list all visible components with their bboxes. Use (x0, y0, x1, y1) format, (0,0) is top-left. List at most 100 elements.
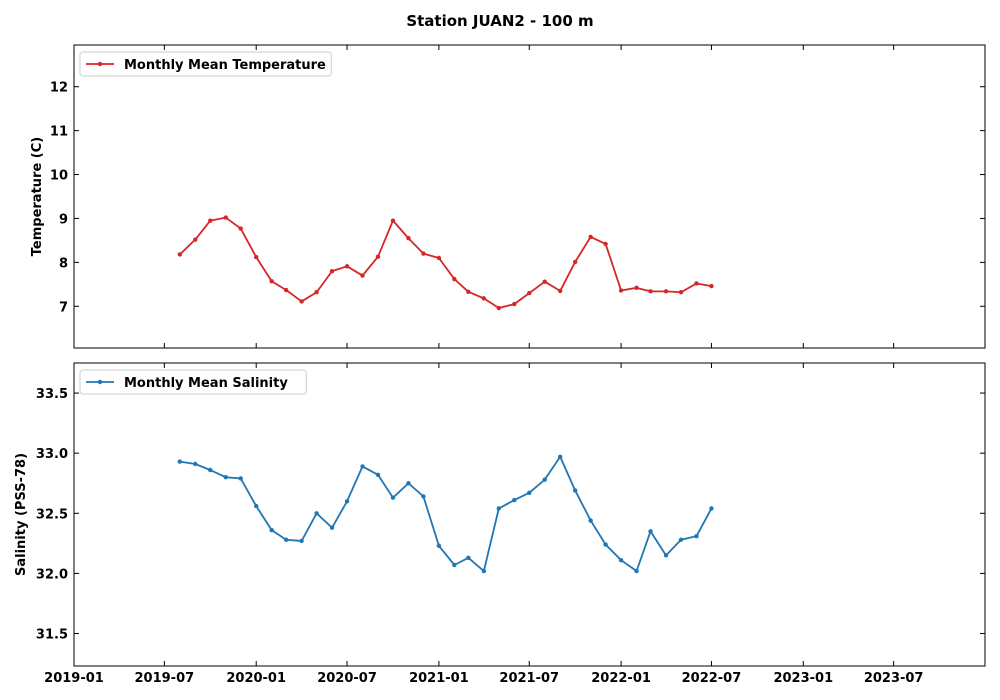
temperature-data-point (678, 290, 684, 295)
salinity-data-point (223, 475, 228, 480)
temperature-data-point (618, 288, 624, 293)
temperature-ylabel: Temperature (C) (30, 137, 45, 256)
salinity-data-point (466, 555, 471, 560)
salinity-data-point (254, 503, 259, 509)
salinity-data-point (694, 533, 699, 539)
x-tick-label: 2019-07 (135, 671, 195, 686)
temperature-legend-marker (97, 61, 103, 67)
salinity-data-point (678, 537, 684, 542)
salinity-data-point (618, 557, 624, 563)
salinity-data-point (208, 467, 213, 473)
temperature-legend-box (79, 51, 332, 77)
temperature-data-point (452, 276, 457, 282)
temperature-data-point (375, 254, 381, 259)
temperature-data-point (481, 296, 487, 301)
temperature-data-point (360, 273, 365, 278)
salinity-data-point (193, 461, 198, 467)
salinity-series-line (179, 455, 713, 572)
temperature-data-point (648, 289, 653, 294)
x-tick-label: 2021-01 (409, 671, 469, 686)
temperature-data-point (238, 226, 243, 231)
salinity-data-point (709, 506, 714, 511)
salinity-data-point (406, 481, 411, 486)
temperature-series-line (179, 216, 712, 309)
figure-title: Station JUAN2 - 100 m (406, 12, 593, 30)
temperature-data-point (527, 290, 532, 296)
salinity-data-point (588, 518, 593, 523)
temperature-data-point (299, 299, 304, 304)
salinity-data-point (390, 495, 396, 500)
salinity-data-point (481, 568, 487, 574)
temperature-legend-label: Monthly Mean Temperature (124, 58, 326, 73)
salinity-data-point (375, 472, 381, 478)
salinity-legend-marker (97, 379, 103, 385)
salinity-data-point (360, 464, 365, 469)
temperature-data-point (193, 237, 198, 242)
salinity-data-point (648, 529, 653, 534)
salinity-data-point (603, 542, 608, 547)
salinity-data-point (421, 494, 426, 499)
temperature-data-point (421, 251, 426, 256)
salinity-data-point (572, 488, 578, 493)
temperature-data-point (603, 241, 608, 247)
x-tick-label: 2019-01 (44, 671, 104, 686)
x-tick-label: 2022-01 (591, 671, 651, 686)
temperature-data-point (269, 279, 274, 284)
temperature-data-point (254, 254, 259, 260)
x-tick-label: 2020-07 (317, 671, 377, 686)
salinity-legend-box (79, 369, 307, 395)
temperature-ytick-label: 11 (50, 125, 68, 140)
temperature-data-point (329, 268, 335, 274)
temperature-ytick-label: 7 (59, 300, 68, 315)
salinity-data-point (436, 543, 442, 548)
temperature-data-point (694, 281, 699, 286)
temperature-data-point (572, 259, 578, 265)
temperature-data-point (436, 255, 442, 261)
salinity-ytick-label: 33.5 (36, 387, 68, 402)
salinity-data-point (177, 459, 183, 464)
salinity-data-point (527, 490, 532, 496)
salinity-data-point (269, 527, 274, 533)
temperature-data-point (512, 301, 517, 307)
temperature-data-point (177, 252, 183, 257)
temperature-data-point (542, 279, 547, 284)
temperature-axes-frame (73, 44, 986, 349)
x-tick-label: 2021-07 (499, 671, 559, 686)
salinity-data-point (329, 525, 335, 530)
salinity-data-point (314, 511, 319, 516)
salinity-ytick-label: 32.0 (36, 567, 68, 582)
salinity-ytick-label: 31.5 (36, 628, 68, 643)
temperature-ytick-label: 9 (59, 212, 68, 227)
salinity-ylabel: Salinity (PSS-78) (14, 453, 29, 576)
temperature-data-point (344, 264, 350, 269)
temperature-data-point (557, 288, 563, 294)
salinity-data-point (238, 476, 243, 481)
temperature-ytick-label: 12 (50, 81, 68, 96)
salinity-panel: 2019-01 2019-07 2020-01 2020-07 2021-01 2021-… (14, 362, 986, 686)
temperature-data-point (406, 236, 411, 241)
temperature-data-point (314, 290, 319, 295)
salinity-data-point (496, 506, 502, 511)
salinity-data-point (557, 454, 563, 459)
temperature-data-point (390, 218, 396, 223)
salinity-data-point (512, 497, 517, 503)
temperature-panel: 7 8 9 10 11 12 Temperature (C) Monthly Mean Tem… (30, 44, 986, 349)
temperature-data-point (208, 218, 213, 223)
salinity-data-point (452, 562, 457, 568)
salinity-axes-frame (73, 362, 986, 667)
temperature-data-point (223, 215, 228, 220)
salinity-data-point (299, 538, 304, 544)
salinity-data-point (283, 537, 289, 542)
temperature-data-point (709, 283, 714, 289)
temperature-data-point (283, 287, 289, 293)
salinity-ytick-label: 33.0 (36, 447, 68, 462)
salinity-data-point (663, 553, 669, 558)
x-tick-label: 2020-01 (226, 671, 286, 686)
salinity-ytick-label: 32.5 (36, 507, 68, 522)
temperature-ytick-label: 8 (59, 256, 68, 271)
salinity-data-point (542, 477, 547, 482)
temperature-data-point (663, 289, 669, 294)
temperature-ytick-label: 10 (50, 169, 68, 184)
